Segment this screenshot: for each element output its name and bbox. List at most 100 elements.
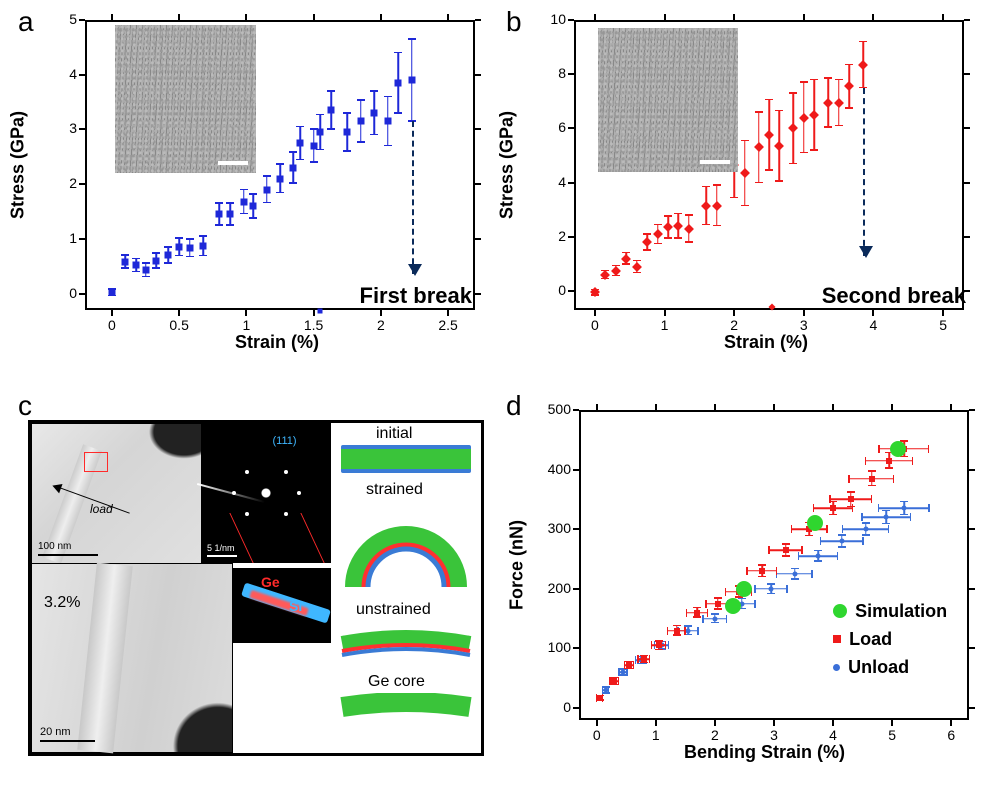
error-cap-h <box>798 552 800 560</box>
x-tick <box>664 310 666 316</box>
x-tick <box>596 720 598 726</box>
y-tick <box>573 409 579 411</box>
x-tick-label: 0 <box>577 317 613 333</box>
panel-a-point <box>108 289 115 296</box>
error-cap <box>702 224 710 226</box>
error-cap <box>829 514 837 516</box>
error-cap <box>289 151 297 153</box>
x-tick-label: 0.5 <box>161 317 197 333</box>
panel-d-unload-point <box>686 628 691 633</box>
error-cap <box>847 491 855 493</box>
x-tick <box>447 14 449 20</box>
panel-a-point <box>371 110 378 117</box>
error-cap-h <box>888 525 890 533</box>
error-cap-h <box>848 475 850 483</box>
strain-percent-label: 3.2% <box>44 594 80 612</box>
panel-d-load-point <box>674 628 680 634</box>
y-tick-label: 2 <box>45 175 77 191</box>
y-tick <box>475 238 481 240</box>
legend-marker <box>833 635 841 643</box>
x-tick <box>714 720 716 726</box>
panel-d-unload-point <box>712 616 717 621</box>
error-cap <box>885 467 893 469</box>
x-tick <box>664 14 666 20</box>
x-tick <box>245 14 247 20</box>
error-cap <box>765 99 773 101</box>
y-tick-label: 1 <box>45 230 77 246</box>
schematic-label-unstrained: unstrained <box>356 601 431 619</box>
error-cap-h <box>791 525 793 533</box>
error-cap <box>199 255 207 257</box>
panel-d-unload-point <box>884 515 889 520</box>
y-tick-label: 0 <box>534 282 566 298</box>
y-tick <box>79 238 85 240</box>
error-cap <box>249 193 257 195</box>
error-cap <box>775 110 783 112</box>
x-tick <box>178 14 180 20</box>
x-tick-label: 2 <box>716 317 752 333</box>
tem-top-image: load 100 nm <box>31 423 203 565</box>
y-tick-label: 2 <box>534 228 566 244</box>
error-cap <box>370 90 378 92</box>
panel-d-load-point <box>886 458 892 464</box>
error-cap <box>789 92 797 94</box>
diffraction-spot <box>232 491 236 495</box>
error-cap <box>296 126 304 128</box>
y-tick <box>568 73 574 75</box>
panel-d-sim-point <box>736 581 752 597</box>
error-cap <box>121 267 129 269</box>
error-cap <box>713 225 721 227</box>
error-cap <box>838 534 846 536</box>
error-cap <box>394 112 402 114</box>
panel-d-unload-point <box>839 539 844 544</box>
y-tick <box>964 19 970 21</box>
error-cap <box>132 258 140 260</box>
error-cap-h <box>651 641 653 649</box>
error-cap-h <box>705 600 707 608</box>
error-cap <box>654 224 662 226</box>
error-cap <box>327 90 335 92</box>
y-tick <box>964 236 970 238</box>
error-cap <box>810 149 818 151</box>
panel-a-point <box>384 118 391 125</box>
error-cap <box>215 224 223 226</box>
y-tick-label: 300 <box>539 520 571 536</box>
error-cap-h <box>928 445 930 453</box>
red-box-marker <box>84 452 108 472</box>
schematic-unstrained <box>338 621 474 661</box>
error-cap <box>357 141 365 143</box>
error-cap <box>175 255 183 257</box>
panel-b-inset-scalebar <box>700 160 729 164</box>
error-cap <box>316 114 324 116</box>
x-tick <box>942 14 944 20</box>
error-cap <box>765 169 773 171</box>
error-cap <box>693 607 701 609</box>
error-cap <box>664 237 672 239</box>
y-tick <box>475 19 481 21</box>
error-cap-h <box>871 495 873 503</box>
panel-a-point <box>263 186 270 193</box>
y-tick-label: 400 <box>539 461 571 477</box>
legend-label: Load <box>849 629 892 650</box>
error-cap <box>132 271 140 273</box>
error-cap <box>782 555 790 557</box>
panel-a-legend-marker <box>318 309 323 314</box>
x-tick <box>596 404 598 410</box>
error-cap-h <box>754 585 756 593</box>
error-cap <box>791 568 799 570</box>
error-cap <box>622 252 630 254</box>
error-cap <box>900 501 908 503</box>
y-tick <box>969 409 975 411</box>
error-cap <box>714 597 722 599</box>
legend-label: Simulation <box>855 601 947 622</box>
y-tick-label: 4 <box>45 66 77 82</box>
error-cap <box>226 202 234 204</box>
panel-a: a Stress (GPa) Strain (%) First break 00… <box>0 0 494 380</box>
panel-a-point <box>250 203 257 210</box>
y-tick <box>79 74 85 76</box>
error-cap <box>240 213 248 215</box>
y-tick <box>568 290 574 292</box>
panel-a-point <box>142 267 149 274</box>
error-cap-h <box>776 567 778 575</box>
panel-c: c load 100 nm (111) 5 1/nm <box>0 390 494 786</box>
